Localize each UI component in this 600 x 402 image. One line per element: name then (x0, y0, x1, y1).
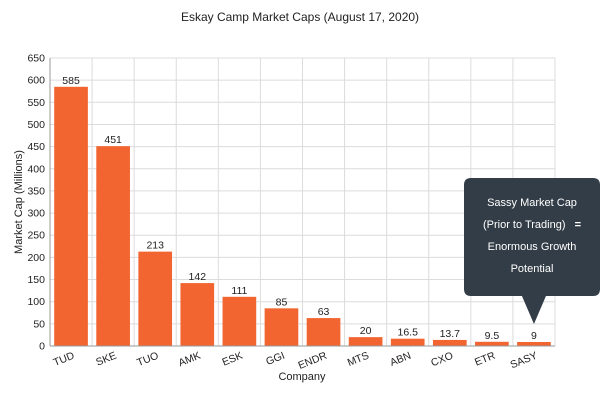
callout-line-2: (Prior to Trading) = (483, 219, 581, 231)
y-tick-label: 250 (27, 230, 45, 242)
x-tick-label-ske: SKE (94, 350, 118, 369)
data-label-abn: 16.5 (397, 327, 418, 339)
data-label-endr: 63 (318, 306, 330, 318)
x-tick-label-cxo: CXO (429, 350, 455, 370)
bar-abn (390, 338, 425, 346)
bar-tuo (138, 251, 173, 346)
data-label-ske: 451 (104, 134, 122, 146)
x-tick-label-mts: MTS (346, 350, 371, 369)
x-tick-label-etr: ETR (473, 349, 497, 368)
y-tick-label: 350 (27, 185, 45, 197)
data-label-cxo: 13.7 (440, 328, 461, 340)
data-label-esk: 111 (231, 285, 247, 297)
y-tick-label: 600 (27, 75, 45, 87)
bar-cxo (432, 339, 467, 346)
y-tick-label: 200 (27, 252, 45, 264)
callout-line-1: Sassy Market Cap (487, 197, 577, 209)
x-axis-categories: TUD SKE TUO AMK ESK GGI ENDR MTS ABN CXO ETR SASY (52, 349, 539, 371)
bar-ggi (264, 308, 299, 346)
data-label-amk: 142 (189, 271, 207, 283)
bar-etr (475, 341, 509, 346)
x-tick-label-sasy: SASY (509, 350, 539, 372)
x-tick-label-endr: ENDR (297, 350, 329, 372)
x-tick-label-esk: ESK (221, 350, 245, 369)
y-tick-label: 400 (27, 163, 45, 175)
y-tick-label: 150 (27, 274, 45, 286)
data-label-sasy: 9 (531, 330, 537, 342)
y-tick-label: 450 (27, 141, 45, 153)
x-tick-label-tuo: TUO (135, 350, 160, 369)
bar-endr (306, 318, 341, 346)
data-label-ggi: 85 (276, 296, 288, 308)
x-tick-label-ggi: GGI (264, 350, 286, 368)
bar-amk (180, 283, 215, 346)
data-labels: 585 451 213 142 111 85 63 20 16.5 13.7 9.5 9 (62, 75, 537, 342)
y-tick-label: 650 (27, 53, 45, 65)
x-tick-label-tud: TUD (52, 350, 77, 369)
bar-ske (96, 146, 130, 346)
callout-line-4: Potential (511, 263, 554, 275)
data-label-etr: 9.5 (485, 330, 500, 342)
x-tick-label-amk: AMK (177, 350, 203, 370)
y-axis-ticks: 0 50 100 150 200 250 300 350 400 450 500 550 600 650 (27, 53, 45, 353)
bar-sasy (517, 342, 551, 346)
data-label-tuo: 213 (146, 240, 164, 252)
y-tick-label: 50 (33, 318, 45, 330)
bar-mts (348, 337, 383, 346)
y-tick-label: 500 (27, 119, 45, 131)
y-tick-label: 550 (27, 97, 45, 109)
y-tick-label: 100 (27, 296, 45, 308)
callout-box (464, 178, 600, 325)
bar-esk (222, 296, 257, 346)
x-tick-label-abn: ABN (388, 350, 413, 369)
bar-tud (54, 86, 88, 347)
bars (54, 86, 551, 347)
callout-line-2-text: (Prior to Trading) (483, 219, 566, 231)
y-tick-label: 0 (39, 341, 45, 353)
y-axis-title: Market Cap (Millions) (13, 150, 25, 254)
x-axis-title: Company (278, 371, 326, 383)
callout-equals: = (575, 219, 581, 231)
chart-title: Eskay Camp Market Caps (August 17, 2020) (181, 10, 419, 24)
data-label-mts: 20 (360, 325, 372, 337)
callout-line-3: Enormous Growth (488, 241, 577, 253)
y-tick-label: 300 (27, 208, 45, 220)
sassy-callout: Sassy Market Cap (Prior to Trading) = En… (464, 178, 600, 325)
data-label-tud: 585 (62, 75, 80, 87)
